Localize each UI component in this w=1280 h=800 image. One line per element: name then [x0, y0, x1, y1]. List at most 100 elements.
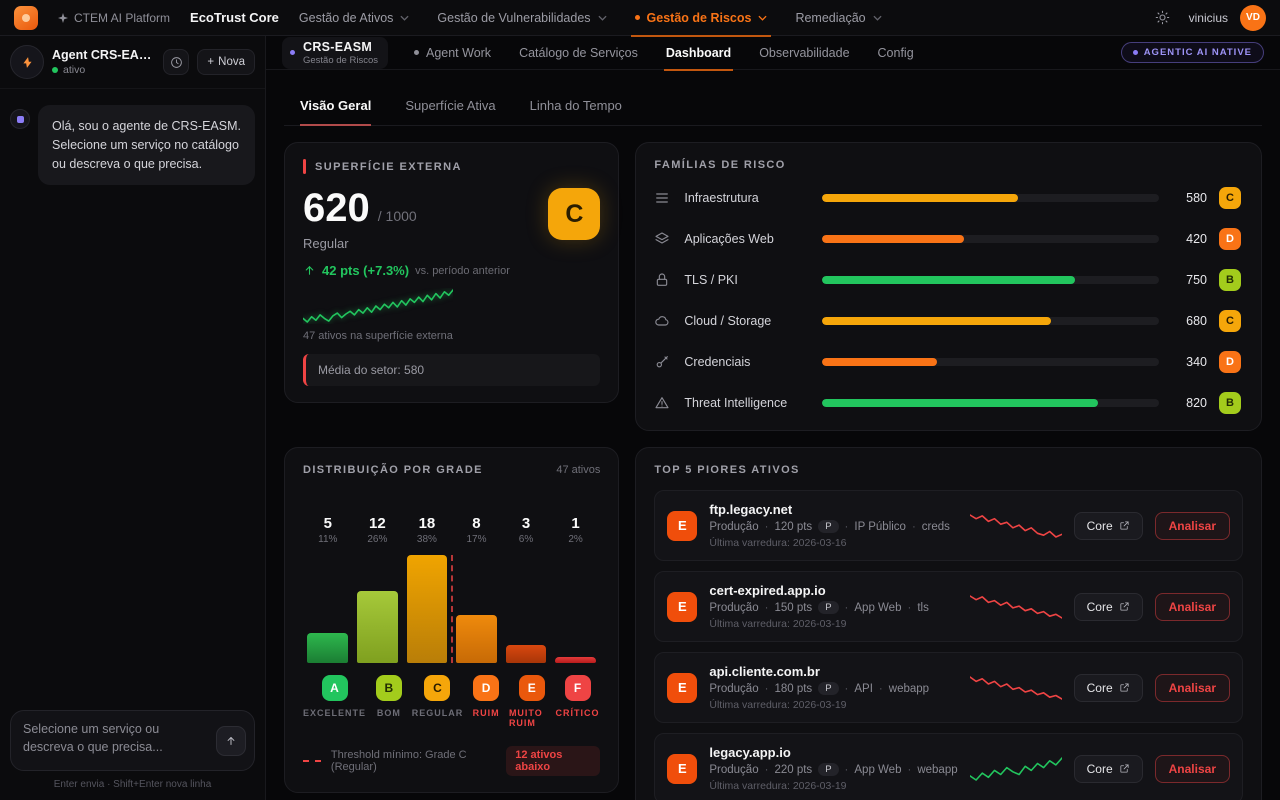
topnav-item[interactable]: Gestão de Ativos [299, 0, 410, 36]
status-dot-icon [52, 67, 58, 73]
asset-extra-tag: webapp [901, 764, 957, 776]
risk-family-icon [654, 272, 672, 288]
topnav-item[interactable]: Gestão de Riscos [630, 0, 772, 37]
grade-chip: E [518, 675, 545, 701]
risk-family-row: Infraestrutura 580 C [654, 187, 1243, 209]
core-link-button[interactable]: Core [1073, 754, 1143, 783]
risk-bar-track [822, 317, 1159, 325]
asset-type: IP Público [839, 521, 906, 533]
send-button[interactable] [216, 725, 246, 756]
core-link-button[interactable]: Core [1073, 592, 1143, 621]
analyze-button[interactable]: Analisar [1154, 754, 1230, 783]
topnav-item-label: Gestão de Riscos [646, 10, 752, 25]
asset-info: api.cliente.com.br Produção 180 pts P AP… [709, 664, 957, 711]
dashboard-tab-label: Superfície Ativa [405, 98, 496, 113]
risk-bar-fill [822, 235, 964, 243]
topnav-item[interactable]: Gestão de Vulnerabilidades [437, 0, 607, 36]
asset-name: cert-expired.app.io [709, 583, 826, 598]
grade-percentage: 11% [318, 534, 338, 545]
history-button[interactable] [163, 49, 190, 75]
grade-stat: 8 17% [452, 515, 502, 545]
risk-family-icon [654, 190, 672, 206]
grade-bar-chart [303, 555, 600, 663]
asset-last-scan: Última varredura: 2026-03-19 [709, 699, 847, 711]
app-logo[interactable] [14, 5, 38, 30]
asset-info: cert-expired.app.io Produção 150 pts P A… [709, 583, 957, 630]
score-value: 620 [303, 186, 370, 230]
grade-percentage: 26% [367, 534, 388, 545]
core-link-button[interactable]: Core [1073, 511, 1143, 540]
analyze-button[interactable]: Analisar [1154, 673, 1230, 702]
active-dot-icon [634, 15, 640, 20]
analyze-button[interactable]: Analisar [1154, 511, 1230, 540]
agent-sidebar: Agent CRS-EASM · Sessão… ativo + Nova Ol… [0, 36, 266, 800]
module-tab[interactable]: Observabilidade [759, 36, 849, 70]
module-title: CRS-EASM [303, 39, 373, 54]
new-session-button[interactable]: + Nova [197, 49, 255, 75]
asset-tag-pill: P [818, 520, 839, 533]
below-threshold-badge: 12 ativos abaixo [506, 746, 601, 776]
grade-name-label: EXCELENTE [303, 708, 367, 718]
asset-tag-pill: P [818, 601, 839, 614]
risk-grade-badge: D [1219, 228, 1241, 250]
threshold-line [450, 555, 453, 663]
theme-toggle-button[interactable] [1149, 4, 1177, 32]
grade-bar [555, 656, 596, 663]
plus-icon: + [207, 56, 215, 68]
module-tab[interactable]: Config [878, 36, 914, 70]
risk-families-card: FAMÍLIAS DE RISCO Infraestrutura 580 C A… [635, 142, 1262, 431]
dashboard-tab[interactable]: Visão Geral [300, 88, 372, 126]
risk-score-value: 420 [1186, 232, 1207, 246]
grade-name-label: MUITO RUIM [508, 708, 543, 728]
risk-bar-fill [822, 358, 937, 366]
core-link-button[interactable]: Core [1073, 673, 1143, 702]
risk-family-label: Infraestrutura [684, 191, 759, 205]
module-tab[interactable]: Catálogo de Serviços [519, 36, 638, 70]
asset-info: ftp.legacy.net Produção 120 pts P IP Púb… [709, 502, 957, 549]
grade-bar-cell [402, 555, 452, 663]
brand-name[interactable]: EcoTrust Core [190, 10, 279, 25]
topnav-item[interactable]: Remediação [795, 0, 882, 36]
view-tabs: Visão Geral Superfície Ativa Linha do Te… [284, 88, 1262, 126]
grade-legend-cell: F CRÍTICO [555, 675, 601, 728]
module-tab-label: Observabilidade [759, 45, 850, 60]
risk-score-value: 820 [1186, 396, 1207, 410]
risk-family-icon [654, 313, 672, 329]
grade-bar [505, 644, 547, 663]
risk-family-row: Threat Intelligence 820 B [654, 392, 1243, 414]
asset-environment: Produção [709, 520, 759, 533]
module-tab[interactable]: Dashboard [663, 36, 734, 71]
chat-input-area: Enter envia · Shift+Enter nova linha [0, 702, 265, 800]
module-tab[interactable]: Agent Work [413, 36, 491, 70]
grade-name-label: REGULAR [411, 708, 464, 718]
dashboard-tab[interactable]: Superfície Ativa [405, 88, 495, 125]
risk-grade-badge: B [1219, 392, 1241, 414]
asset-name: ftp.legacy.net [709, 502, 793, 517]
asset-info: legacy.app.io Produção 220 pts P App Web… [709, 745, 957, 792]
grade-stat: 1 2% [551, 515, 601, 545]
asset-extra-tag: webapp [873, 683, 929, 695]
grade-bar-cell [501, 555, 551, 663]
risk-score-value: 750 [1186, 273, 1207, 287]
user-avatar[interactable]: VD [1240, 4, 1266, 31]
dashboard-tab[interactable]: Linha do Tempo [530, 88, 622, 125]
total-assets-label: 47 ativos [556, 464, 601, 476]
grade-bar-cell [353, 555, 403, 663]
grade-bar-cell [303, 555, 353, 663]
risk-family-icon [654, 231, 672, 247]
analyze-button[interactable]: Analisar [1154, 592, 1230, 621]
asset-list: E ftp.legacy.net Produção 120 pts P IP P… [654, 490, 1243, 800]
module-dot-icon [290, 50, 295, 55]
assets-note: 47 ativos na superfície externa [303, 330, 453, 342]
module-selector[interactable]: CRS-EASM Gestão de Riscos [282, 36, 388, 69]
external-link-icon [1120, 764, 1129, 773]
chat-input[interactable] [23, 720, 208, 758]
arrow-up-icon [227, 736, 235, 745]
card-title: TOP 5 PIORES ATIVOS [654, 464, 800, 476]
grade-legend-cell: A EXCELENTE [303, 675, 366, 728]
asset-meta: Produção 120 pts P IP Público creds [709, 520, 957, 533]
top-navigation: CTEM AI Platform EcoTrust Core Gestão de… [0, 0, 1280, 37]
card-title: DISTRIBUIÇÃO POR GRADE [303, 464, 483, 476]
chevron-down-icon [873, 15, 882, 21]
agent-session-title: Agent CRS-EASM · Sessão… [52, 48, 156, 62]
